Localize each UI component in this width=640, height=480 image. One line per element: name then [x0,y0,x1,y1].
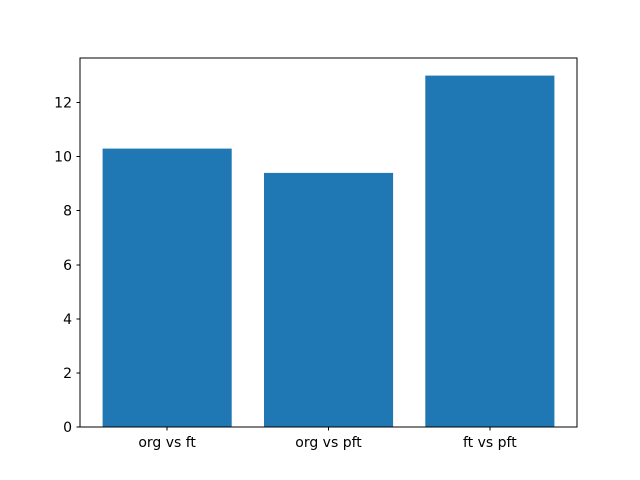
y-tick-label: 6 [63,258,72,274]
plot-spines [79,57,578,428]
bars-group [102,75,555,427]
y-axis: 0 2 4 6 8 10 12 [54,96,80,436]
y-tick-label: 4 [63,312,72,328]
y-tick-label: 12 [54,96,72,112]
x-tick-label: ft vs pft [463,435,517,451]
y-tick-label: 0 [63,420,72,436]
x-axis: org vs ft org vs pft ft vs pft [138,427,517,451]
bar [425,75,555,427]
bar [102,148,232,427]
bar [264,172,394,427]
x-tick-label: org vs ft [138,435,196,451]
x-tick-label: org vs pft [295,435,362,451]
y-tick-label: 8 [63,204,72,220]
y-tick-label: 2 [63,366,72,382]
y-tick-label: 10 [54,150,72,166]
